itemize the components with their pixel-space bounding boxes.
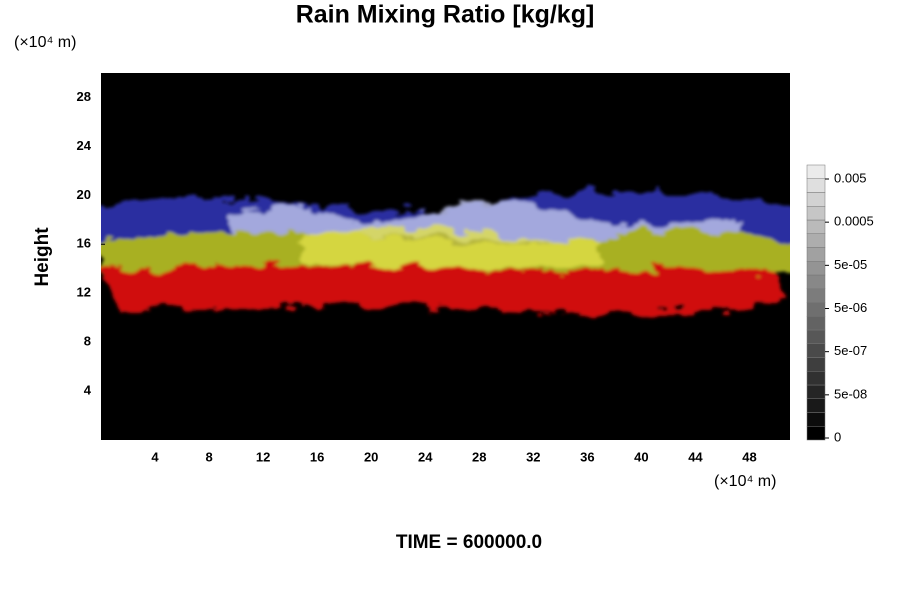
colorbar-band <box>806 247 826 262</box>
y-tick-label: 4 <box>84 383 92 398</box>
colorbar-band <box>806 384 826 399</box>
colorbar-tick-label: 5e-08 <box>834 386 867 401</box>
x-tick-label: 20 <box>364 449 378 464</box>
y-tick-label: 8 <box>84 334 91 349</box>
colorbar-band <box>806 426 826 441</box>
chart-title: Rain Mixing Ratio [kg/kg] <box>296 1 595 29</box>
y-tick-label: 12 <box>77 285 91 300</box>
colorbar-band <box>806 302 826 317</box>
x-tick-label: 16 <box>310 449 324 464</box>
colorbar-band <box>806 412 826 427</box>
colorbar-band <box>806 398 826 413</box>
colorbar-band <box>806 357 826 372</box>
colorbar-tick-label: 0 <box>834 429 841 444</box>
x-tick-label: 40 <box>634 449 648 464</box>
x-unit: (×10⁴ m) <box>714 473 776 490</box>
x-tick-label: 36 <box>580 449 594 464</box>
colorbar-band <box>806 219 826 234</box>
colorbar-tick-label: 0.005 <box>834 170 867 185</box>
colorbar-tick-label: 5e-05 <box>834 257 867 272</box>
y-tick-label: 28 <box>77 89 91 104</box>
colorbar-band <box>806 316 826 331</box>
yellow-highlight <box>300 226 600 270</box>
colorbar-band <box>806 206 826 221</box>
y-tick-label: 20 <box>77 187 91 202</box>
red-layer <box>101 265 780 314</box>
colorbar-band <box>806 178 826 193</box>
colorbar-band <box>806 233 826 248</box>
y-tick-label: 24 <box>77 138 92 153</box>
colorbar-band <box>806 274 826 289</box>
x-tick-label: 8 <box>205 449 212 464</box>
colorbar-band <box>806 329 826 344</box>
x-tick-label: 28 <box>472 449 486 464</box>
colorbar-band <box>806 343 826 358</box>
render <box>101 191 790 314</box>
y-tick-label: 16 <box>77 236 91 251</box>
x-tick-label: 32 <box>526 449 540 464</box>
colorbar-tick-label: 0.0005 <box>834 214 874 229</box>
caption: TIME = 600000.0 <box>396 532 542 553</box>
colorbar-band <box>806 164 826 179</box>
colorbar-band <box>806 288 826 303</box>
colorbar-band <box>806 192 826 207</box>
colorbar-tick-label: 5e-07 <box>834 343 867 358</box>
x-tick-label: 48 <box>742 449 756 464</box>
x-tick-label: 4 <box>151 449 159 464</box>
y-axis-label: Height <box>32 227 53 287</box>
y-unit: (×10⁴ m) <box>14 34 76 51</box>
x-tick-label: 12 <box>256 449 270 464</box>
colorbar-band <box>806 371 826 386</box>
colorbar-band <box>806 261 826 276</box>
colorbar-tick-label: 5e-06 <box>834 300 867 315</box>
x-tick-label: 24 <box>418 449 433 464</box>
x-tick-label: 44 <box>688 449 703 464</box>
